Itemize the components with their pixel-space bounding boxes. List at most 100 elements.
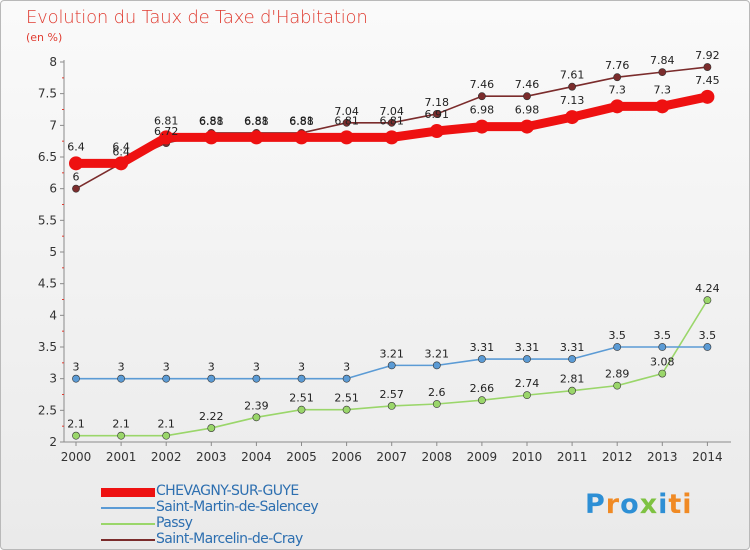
data-label: 2.89 <box>605 368 630 381</box>
y-tick-label: 6.5 <box>38 150 57 164</box>
data-point <box>658 343 667 351</box>
legend: CHEVAGNY-SUR-GUYE Saint-Martin-de-Salence… <box>101 483 431 548</box>
data-point <box>568 82 576 91</box>
data-point <box>339 130 354 145</box>
x-tick-label: 2001 <box>106 450 137 464</box>
data-point <box>387 118 396 127</box>
data-label: 6.4 <box>67 140 85 153</box>
data-label: 6.81 <box>154 114 179 127</box>
legend-item: Saint-Marcelin-de-Cray <box>101 531 431 548</box>
data-point <box>565 110 580 125</box>
data-label: 2.51 <box>289 392 314 405</box>
y-tick-label: 4 <box>49 308 57 322</box>
y-tick-label: 5 <box>49 245 57 259</box>
data-label: 6.81 <box>244 114 269 127</box>
data-point <box>474 119 489 134</box>
x-tick-label: 2005 <box>286 450 317 464</box>
data-label: 3.5 <box>654 329 672 342</box>
data-point <box>523 355 531 363</box>
data-point <box>387 401 396 410</box>
data-point <box>249 130 264 145</box>
x-tick-label: 2012 <box>602 450 633 464</box>
data-point <box>159 130 174 145</box>
data-point <box>703 343 712 351</box>
data-label: 7.13 <box>560 94 585 107</box>
x-tick-label: 2000 <box>61 450 92 464</box>
data-label: 7.92 <box>695 49 720 62</box>
y-tick-label: 7.5 <box>38 87 57 101</box>
data-point <box>342 118 351 127</box>
data-label: 7.3 <box>654 83 672 96</box>
x-tick-label: 2011 <box>557 450 588 464</box>
legend-item: Passy <box>101 515 431 532</box>
data-point <box>520 119 534 134</box>
x-tick-label: 2004 <box>241 450 272 464</box>
data-point <box>342 374 351 383</box>
data-label: 7.61 <box>560 69 585 82</box>
data-label: 7.04 <box>379 105 404 118</box>
legend-label: Passy <box>156 515 193 531</box>
data-point <box>703 63 712 71</box>
data-point <box>294 130 309 145</box>
data-label: 3 <box>343 361 350 374</box>
data-label: 6.98 <box>515 104 540 117</box>
data-label: 6.88 <box>244 115 269 128</box>
data-label: 7.18 <box>425 96 450 109</box>
y-tick-label: 3.5 <box>38 340 57 354</box>
data-label: 3.08 <box>650 356 675 369</box>
legend-label: Saint-Martin-de-Salencey <box>156 499 319 515</box>
y-tick-label: 7 <box>49 118 57 132</box>
legend-swatch <box>101 539 155 541</box>
data-label: 2.74 <box>515 377 540 390</box>
data-point <box>523 92 531 101</box>
data-label: 7.84 <box>650 54 675 67</box>
data-point <box>252 374 261 383</box>
y-tick-label: 5.5 <box>38 213 57 227</box>
data-label: 7.76 <box>605 59 630 72</box>
data-point <box>72 374 80 383</box>
proxiti-logo: Proxiti <box>585 489 693 520</box>
data-point <box>162 374 171 383</box>
data-label: 2.66 <box>470 382 495 395</box>
data-label: 3.31 <box>560 341 585 354</box>
data-point <box>69 156 83 171</box>
x-tick-label: 2002 <box>151 450 182 464</box>
data-label: 6.81 <box>289 114 314 127</box>
data-point <box>477 355 486 363</box>
logo-letter: i <box>658 489 669 520</box>
data-point <box>477 92 486 101</box>
data-label: 2.22 <box>199 410 224 423</box>
data-point <box>384 130 399 145</box>
y-tick-label: 4.5 <box>38 277 57 291</box>
data-label: 6 <box>73 171 80 184</box>
data-label: 3.21 <box>425 347 450 360</box>
data-label: 2.57 <box>379 388 404 401</box>
y-tick-label: 6 <box>49 182 57 196</box>
data-label: 7.04 <box>334 105 359 118</box>
data-point <box>387 361 396 370</box>
data-point <box>252 413 261 422</box>
y-tick-label: 8 <box>49 55 57 69</box>
data-point <box>568 355 576 363</box>
data-point <box>342 405 351 414</box>
data-label: 3 <box>163 361 170 374</box>
data-point <box>432 110 441 118</box>
data-label: 3 <box>253 361 260 374</box>
data-label: 6.91 <box>425 108 450 121</box>
x-tick-label: 2006 <box>331 450 362 464</box>
data-point <box>613 73 622 82</box>
data-point <box>658 369 667 378</box>
data-point <box>610 99 625 114</box>
data-point <box>477 396 486 405</box>
data-label: 7.45 <box>695 74 720 87</box>
data-point <box>204 130 219 145</box>
legend-swatch <box>101 523 155 525</box>
data-point <box>162 431 171 440</box>
data-point <box>658 68 667 77</box>
data-point <box>523 391 531 400</box>
data-point <box>703 296 712 305</box>
y-tick-label: 2.5 <box>38 403 57 417</box>
data-label: 6.81 <box>199 114 224 127</box>
data-label: 7.46 <box>470 78 495 91</box>
